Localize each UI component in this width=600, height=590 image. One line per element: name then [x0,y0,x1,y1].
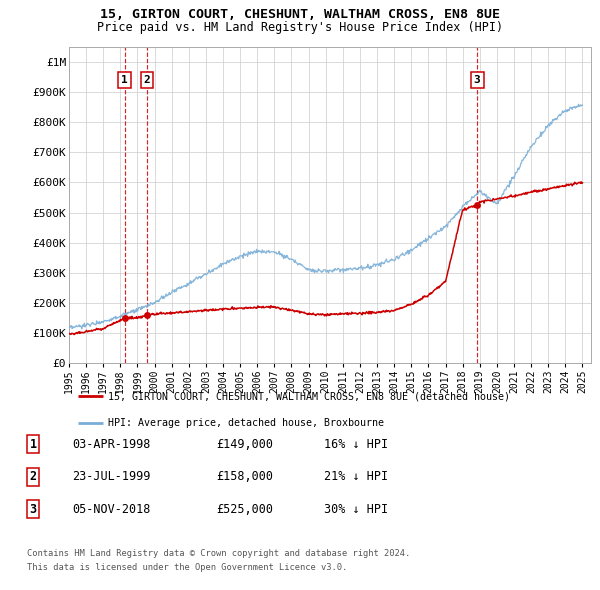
Text: This data is licensed under the Open Government Licence v3.0.: This data is licensed under the Open Gov… [27,563,347,572]
Text: £525,000: £525,000 [216,503,273,516]
Text: 1: 1 [121,76,128,86]
Text: HPI: Average price, detached house, Broxbourne: HPI: Average price, detached house, Brox… [108,418,384,428]
Text: £149,000: £149,000 [216,438,273,451]
Text: 30% ↓ HPI: 30% ↓ HPI [324,503,388,516]
Text: 15, GIRTON COURT, CHESHUNT, WALTHAM CROSS, EN8 8UE (detached house): 15, GIRTON COURT, CHESHUNT, WALTHAM CROS… [108,391,510,401]
Text: 03-APR-1998: 03-APR-1998 [72,438,151,451]
Text: 3: 3 [474,76,481,86]
Text: 2: 2 [29,470,37,483]
Text: 3: 3 [29,503,37,516]
Text: 15, GIRTON COURT, CHESHUNT, WALTHAM CROSS, EN8 8UE: 15, GIRTON COURT, CHESHUNT, WALTHAM CROS… [100,8,500,21]
Text: 05-NOV-2018: 05-NOV-2018 [72,503,151,516]
Text: Price paid vs. HM Land Registry's House Price Index (HPI): Price paid vs. HM Land Registry's House … [97,21,503,34]
Text: 23-JUL-1999: 23-JUL-1999 [72,470,151,483]
Text: £158,000: £158,000 [216,470,273,483]
Text: 1: 1 [29,438,37,451]
Text: 2: 2 [143,76,151,86]
Text: Contains HM Land Registry data © Crown copyright and database right 2024.: Contains HM Land Registry data © Crown c… [27,549,410,558]
Text: 16% ↓ HPI: 16% ↓ HPI [324,438,388,451]
Text: 21% ↓ HPI: 21% ↓ HPI [324,470,388,483]
